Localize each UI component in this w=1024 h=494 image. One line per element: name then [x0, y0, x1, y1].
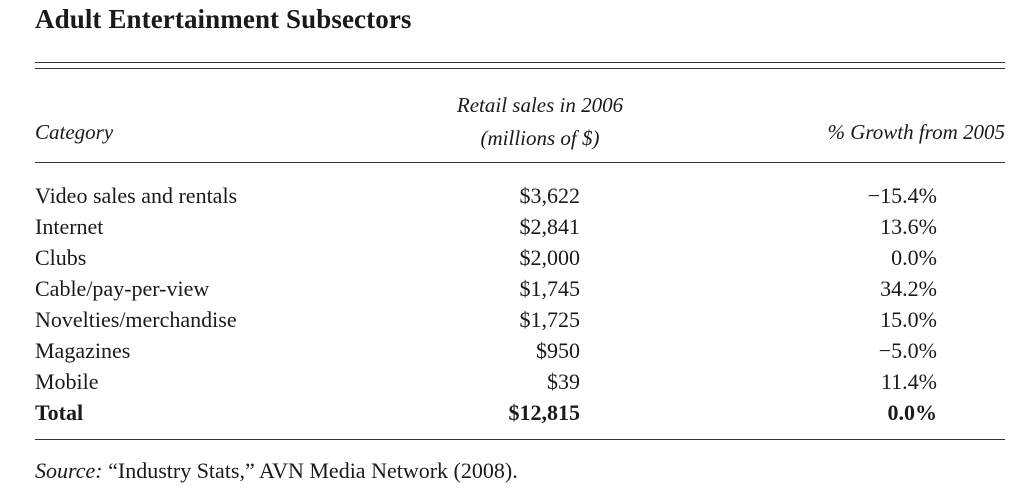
source-text: “Industry Stats,” AVN Media Network (200… [108, 458, 518, 483]
top-rule [35, 62, 1005, 63]
total-growth: 0.0% [887, 400, 938, 425]
row-category: Video sales and rentals [35, 183, 238, 208]
table-row: Mobile $39 11.4% [35, 366, 1005, 397]
source-note: Source: “Industry Stats,” AVN Media Netw… [35, 458, 518, 484]
bottom-rule [35, 439, 1005, 440]
row-category: Novelties/merchandise [35, 307, 237, 332]
row-growth: 34.2% [880, 276, 937, 301]
row-growth: 13.6% [880, 214, 937, 239]
header-growth: % Growth from 2005 [827, 120, 1005, 144]
row-growth: −15.4% [867, 183, 937, 208]
header-sales-line1: Retail sales in 2006 [456, 93, 624, 117]
row-growth: −5.0% [878, 338, 937, 363]
row-sales: $1,745 [519, 276, 581, 301]
header-sales-line2: (millions of $) [480, 126, 600, 150]
table-title: Adult Entertainment Subsectors [35, 4, 412, 34]
row-category: Internet [35, 214, 104, 239]
row-sales: $2,841 [519, 214, 581, 239]
header-category: Category [35, 120, 114, 144]
total-label: Total [35, 400, 84, 425]
top-rule-double [35, 68, 1005, 69]
row-category: Cable/pay-per-view [35, 276, 210, 301]
row-category: Magazines [35, 338, 131, 363]
source-label: Source: [35, 458, 103, 483]
table-row: Clubs $2,000 0.0% [35, 242, 1005, 273]
row-category: Mobile [35, 369, 99, 394]
row-growth: 0.0% [891, 245, 937, 270]
table-row: Magazines $950 −5.0% [35, 335, 1005, 366]
header-rule [35, 162, 1005, 163]
table-row: Video sales and rentals $3,622 −15.4% [35, 180, 1005, 211]
total-sales: $12,815 [508, 400, 581, 425]
table-body: Video sales and rentals $3,622 −15.4% In… [35, 180, 1005, 428]
row-sales: $3,622 [519, 183, 581, 208]
row-category: Clubs [35, 245, 87, 270]
row-sales: $2,000 [519, 245, 581, 270]
row-growth: 11.4% [880, 369, 937, 394]
header-retail-sales: Retail sales in 2006 (millions of $) [390, 89, 690, 155]
row-sales: $950 [536, 338, 580, 363]
table-row: Novelties/merchandise $1,725 15.0% [35, 304, 1005, 335]
row-sales: $1,725 [519, 307, 581, 332]
row-growth: 15.0% [880, 307, 937, 332]
table-row: Cable/pay-per-view $1,745 34.2% [35, 273, 1005, 304]
row-sales: $39 [547, 369, 580, 394]
table-row: Internet $2,841 13.6% [35, 211, 1005, 242]
table-total-row: Total $12,815 0.0% [35, 397, 1005, 428]
